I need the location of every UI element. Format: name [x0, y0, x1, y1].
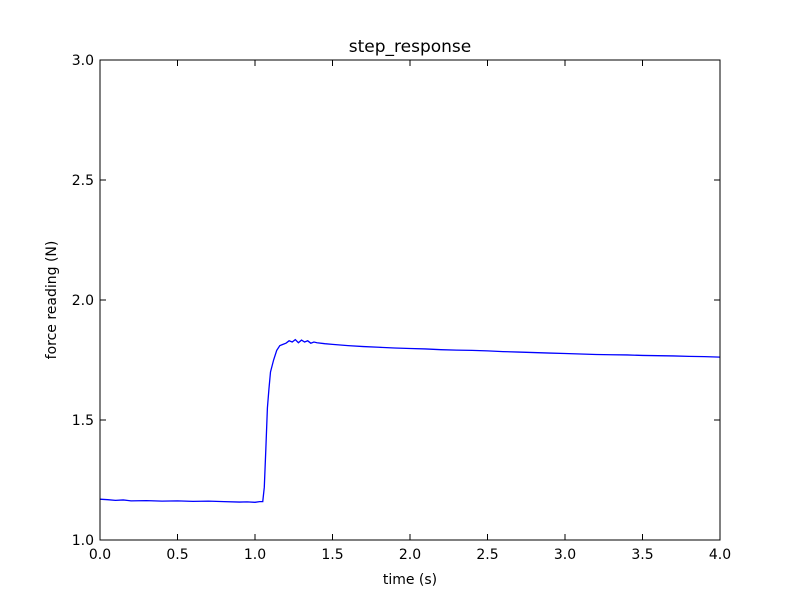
x-tick-label: 1.0 [244, 547, 266, 563]
x-tick-label: 4.0 [709, 547, 731, 563]
plot-frame [99, 59, 721, 541]
x-tick-label: 0.5 [166, 547, 188, 563]
x-tick-label: 0.0 [89, 547, 111, 563]
tick-labels: 0.0 0.5 1.0 1.5 2.0 2.5 3.0 3.5 4.0 1.0 1.5 2.0 2.5 3… [72, 53, 731, 563]
y-axis-label: force reading (N) [44, 241, 60, 360]
plot-background [100, 60, 720, 540]
x-axis-label: time (s) [383, 572, 437, 588]
series-group [99, 338, 721, 503]
series-line-0 [99, 338, 721, 503]
y-tick-label: 3.0 [72, 53, 94, 69]
y-tick-label: 2.0 [72, 293, 94, 309]
x-tick-label: 1.5 [321, 547, 343, 563]
x-tick-label: 2.0 [399, 547, 421, 563]
x-tick-label: 3.0 [554, 547, 576, 563]
chart-title: step_response [349, 37, 472, 57]
x-tick-label: 3.5 [631, 547, 653, 563]
y-tick-label: 1.0 [72, 533, 94, 549]
x-tick-label: 2.5 [476, 547, 498, 563]
y-tick-label: 2.5 [72, 173, 94, 189]
y-tick-label: 1.5 [72, 413, 94, 429]
